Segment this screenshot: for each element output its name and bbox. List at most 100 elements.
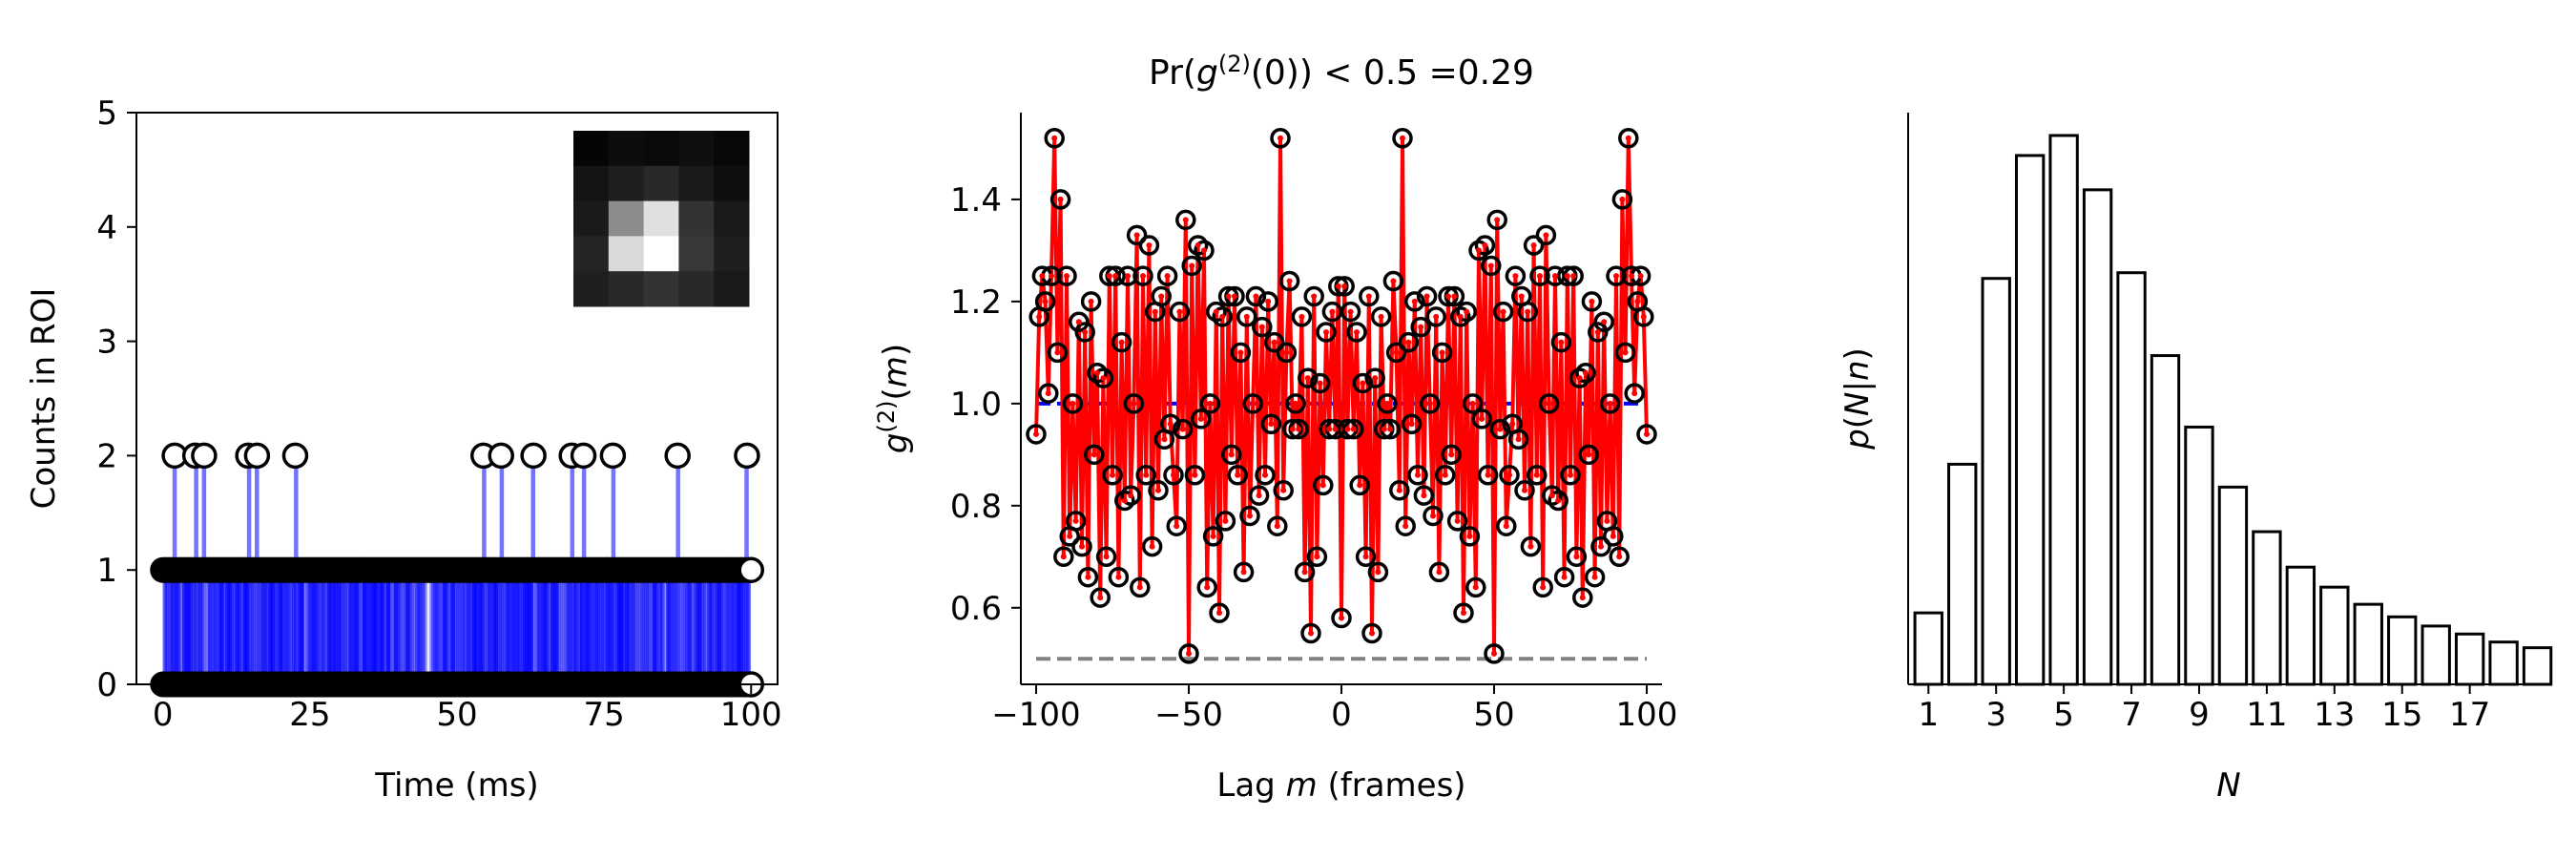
g2-point-marker bbox=[1535, 224, 1557, 246]
g2-point-marker bbox=[1080, 291, 1102, 312]
g2-point-dot bbox=[1644, 430, 1650, 437]
two-count-marker bbox=[488, 442, 514, 470]
g2-point-marker bbox=[1294, 561, 1316, 583]
g2-point-marker bbox=[1123, 393, 1145, 414]
g2-point-dot bbox=[1570, 273, 1577, 280]
g2-point-marker bbox=[1423, 505, 1444, 527]
g2-point-marker bbox=[1303, 285, 1324, 307]
g2-point-marker bbox=[1407, 464, 1428, 486]
g2-point-dot bbox=[1451, 293, 1458, 300]
g2-point-marker bbox=[1352, 372, 1374, 394]
g2-point-marker bbox=[1221, 444, 1242, 466]
g2-point-marker bbox=[1484, 643, 1505, 664]
g2-point-dot bbox=[1106, 273, 1112, 280]
g2-point-dot bbox=[1402, 523, 1409, 530]
g2-point-marker bbox=[1160, 413, 1181, 434]
g2-point-marker bbox=[1199, 393, 1221, 414]
g2-point-dot bbox=[1314, 554, 1320, 560]
g2-point-dot bbox=[1317, 380, 1323, 387]
g2-point-dot bbox=[1247, 513, 1253, 519]
g2-point-dot bbox=[1262, 471, 1268, 478]
g2-point-dot bbox=[1543, 232, 1549, 239]
g2-point-dot bbox=[1439, 349, 1445, 356]
g2-point-dot bbox=[1494, 217, 1501, 223]
inset-pixel bbox=[573, 200, 610, 237]
g2-point-marker bbox=[1435, 464, 1456, 486]
g2-point-dot bbox=[1311, 293, 1318, 300]
inset-pixel bbox=[678, 200, 715, 237]
g2-point-marker bbox=[1215, 511, 1236, 532]
histogram-bar bbox=[1981, 277, 2011, 686]
histogram-bar bbox=[2048, 134, 2079, 686]
g2-point-dot bbox=[1243, 313, 1250, 320]
g2-point-marker bbox=[1255, 464, 1276, 486]
histogram-bar bbox=[1947, 462, 1978, 686]
two-count-marker bbox=[599, 442, 627, 470]
g2-point-dot bbox=[1442, 471, 1448, 478]
g2-point-dot bbox=[1548, 492, 1555, 499]
g2-point-dot bbox=[1583, 369, 1589, 376]
g2-point-marker bbox=[1588, 322, 1609, 343]
histogram-bars bbox=[1913, 134, 2553, 686]
g2-point-marker bbox=[1385, 342, 1407, 364]
counts-trace-panel: 0 25 50 75 100 0 1 2 3 4 5 Time (ms) Counts in ROI bbox=[25, 94, 782, 805]
g2-point-dot bbox=[1433, 313, 1440, 320]
g2-point-dot bbox=[1304, 375, 1311, 382]
g2-point-marker bbox=[1481, 255, 1502, 277]
g2-point-dot bbox=[1408, 421, 1415, 428]
g2-point-dot bbox=[1195, 242, 1201, 249]
g2-point-marker bbox=[1239, 505, 1260, 527]
histogram-axes: 1 3 5 7 9 11 13 15 17 bbox=[1907, 113, 2549, 734]
g2-point-marker bbox=[1514, 480, 1535, 501]
g2-point-dot bbox=[1430, 513, 1436, 519]
counts-axes: 0 25 50 75 100 0 1 2 3 4 5 bbox=[96, 94, 781, 734]
g2-point-marker bbox=[1496, 515, 1517, 536]
g2-point-dot bbox=[1204, 584, 1211, 591]
g2-point-dot bbox=[1133, 232, 1140, 239]
g2-point-dot bbox=[1054, 349, 1061, 356]
g2-point-marker bbox=[1523, 235, 1545, 256]
x-tick-label: 100 bbox=[1616, 696, 1678, 734]
g2-point-marker bbox=[1175, 209, 1196, 231]
histogram-bar bbox=[2252, 530, 2282, 686]
g2-point-dot bbox=[1598, 543, 1604, 550]
inset-pixel bbox=[678, 236, 715, 272]
g2-chart-title: Pr(g(2)(0)) < 0.5 =0.29 bbox=[1149, 51, 1534, 93]
g2-point-marker bbox=[1364, 367, 1385, 388]
g2-point-marker bbox=[1278, 270, 1300, 292]
g2-point-marker bbox=[1578, 444, 1599, 466]
g2-point-marker bbox=[1202, 526, 1224, 547]
g2-point-marker bbox=[1420, 393, 1441, 414]
g2-point-marker bbox=[1049, 189, 1071, 210]
g2-point-dot bbox=[1491, 650, 1497, 657]
g2-point-dot bbox=[1332, 426, 1339, 432]
g2-point-dot bbox=[1070, 400, 1076, 407]
g2-point-dot bbox=[1115, 574, 1122, 580]
g2-point-marker bbox=[1486, 209, 1507, 231]
g2-point-dot bbox=[1625, 135, 1631, 141]
inset-pixel bbox=[678, 271, 715, 307]
g2-point-marker bbox=[1306, 546, 1328, 568]
g2-point-marker bbox=[1044, 127, 1065, 149]
g2-point-dot bbox=[1573, 554, 1580, 560]
g2-point-dot bbox=[1222, 517, 1229, 524]
g2-point-marker bbox=[1553, 566, 1575, 588]
g2-point-dot bbox=[1103, 554, 1110, 560]
g2-point-dot bbox=[1378, 313, 1384, 320]
g2-point-marker bbox=[1138, 235, 1160, 256]
g2-point-marker bbox=[1245, 285, 1267, 307]
g2-point-marker bbox=[1359, 285, 1380, 307]
g2-point-marker bbox=[1636, 424, 1657, 445]
g2-point-marker bbox=[1102, 464, 1123, 486]
g2-point-dot bbox=[1591, 574, 1598, 580]
g2-point-marker bbox=[1316, 322, 1337, 343]
inset-pixel bbox=[714, 131, 750, 167]
g2-point-marker bbox=[1361, 622, 1382, 644]
g2-point-dot bbox=[1057, 196, 1064, 202]
g2-point-dot bbox=[1400, 135, 1405, 141]
g2-point-dot bbox=[1171, 471, 1176, 478]
g2-point-dot bbox=[1228, 451, 1235, 458]
g2-point-marker bbox=[1071, 535, 1092, 557]
g2-point-dot bbox=[1387, 426, 1394, 432]
g2-point-marker bbox=[1267, 515, 1288, 536]
